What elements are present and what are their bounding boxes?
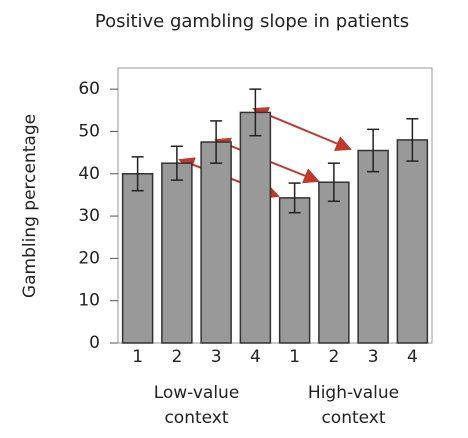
bar: [239, 111, 272, 344]
x-tick-label: 2: [328, 347, 339, 367]
y-tick-label: 40: [78, 164, 100, 184]
bar: [278, 197, 311, 344]
y-tick-label: 0: [89, 333, 100, 353]
y-tick-label: 20: [78, 248, 100, 268]
bar: [396, 139, 429, 344]
y-tick-label: 10: [78, 291, 100, 311]
y-tick-label: 60: [78, 79, 100, 99]
bar: [357, 149, 389, 344]
x-tick-label: 4: [250, 347, 261, 367]
x-tick-label: 1: [132, 347, 143, 367]
group-label: context: [321, 408, 385, 428]
chart-title: Positive gambling slope in patients: [95, 11, 409, 32]
y-axis-label: Gambling percentage: [20, 114, 40, 298]
y-tick-label: 50: [78, 121, 100, 141]
x-tick-label: 2: [171, 347, 182, 367]
plot-frame: [117, 67, 433, 344]
group-label: High-value: [308, 383, 399, 403]
x-tick-label: 3: [211, 347, 222, 367]
x-tick-label: 3: [368, 347, 379, 367]
bar: [121, 173, 154, 344]
y-tick-label: 30: [78, 206, 100, 226]
bar: [161, 162, 193, 344]
x-tick-label: 4: [407, 347, 418, 367]
bar: [318, 181, 350, 344]
x-tick-label: 1: [289, 347, 300, 367]
bar: [200, 141, 232, 344]
group-label: Low-value: [154, 383, 240, 403]
group-label: context: [164, 408, 228, 428]
